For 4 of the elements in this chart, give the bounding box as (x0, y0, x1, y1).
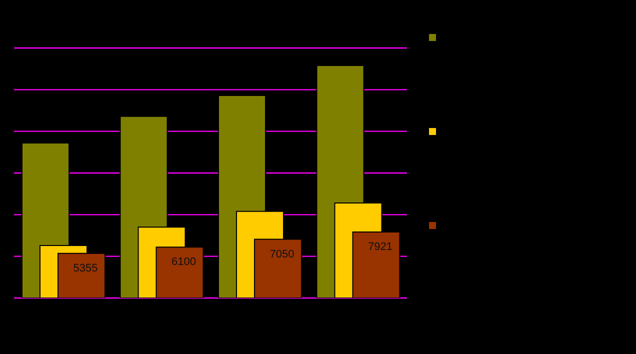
data-label: 7050 (270, 248, 294, 260)
data-label: 7921 (368, 240, 392, 253)
data-label: 6100 (172, 256, 196, 268)
data-label: 5355 (73, 262, 98, 274)
